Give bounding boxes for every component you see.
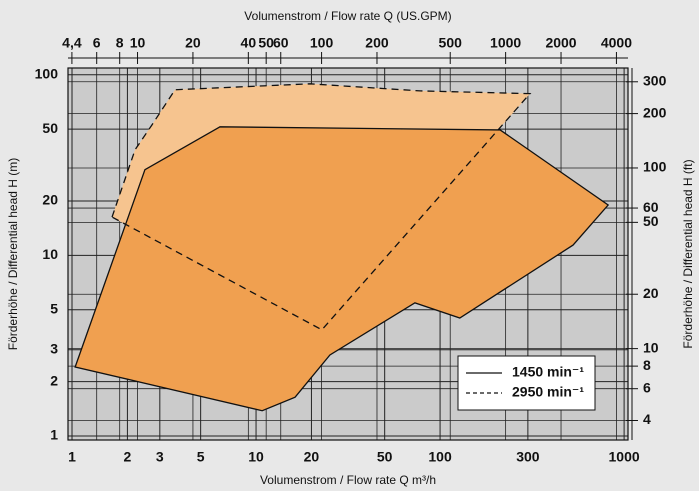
y-tick-label: 10 — [42, 246, 58, 262]
y2-tick-label: 100 — [643, 159, 667, 175]
x-tick-label: 1000 — [609, 449, 640, 465]
region-outline — [111, 83, 532, 331]
plot-frame — [67, 67, 629, 441]
x-tick-label: 20 — [304, 449, 320, 465]
x-tick-label: 10 — [248, 449, 264, 465]
y-tick-label: 20 — [42, 192, 58, 208]
x2-axis-label: Volumenstrom / Flow rate Q (US.GPM) — [244, 9, 451, 23]
y2-tick-label: 50 — [643, 213, 659, 229]
x2-tick-label: 4,4 — [62, 35, 82, 51]
y2-tick-label: 6 — [643, 379, 651, 395]
y2-tick-label: 60 — [643, 199, 659, 215]
x-tick-label: 300 — [516, 449, 540, 465]
y-tick-label: 5 — [50, 300, 58, 316]
x-tick-label: 1 — [68, 449, 76, 465]
y-tick-label: 50 — [42, 120, 58, 136]
y-tick-label: 3 — [50, 341, 58, 357]
y-axis-label: Förderhöhe / Differential head H (m) — [6, 158, 20, 351]
region-fill — [75, 126, 609, 411]
y2-tick-label: 300 — [643, 72, 667, 88]
x-tick-label: 2 — [124, 449, 132, 465]
x2-tick-label: 60 — [273, 35, 289, 51]
x2-tick-label: 500 — [439, 35, 463, 51]
x-tick-label: 100 — [428, 449, 452, 465]
y2-tick-label: 8 — [643, 357, 651, 373]
y-tick-label: 1 — [50, 427, 58, 443]
y2-tick-label: 10 — [643, 339, 659, 355]
x2-tick-label: 4000 — [601, 35, 632, 51]
x2-tick-label: 50 — [258, 35, 274, 51]
y2-tick-label: 4 — [643, 411, 651, 427]
x2-tick-label: 10 — [130, 35, 146, 51]
region-outline — [74, 126, 610, 412]
legend-box — [457, 355, 596, 411]
legend-label: 1450 min⁻¹ — [512, 364, 584, 380]
y2-axis-label: Förderhöhe / Differential head H (ft) — [681, 159, 695, 348]
x2-tick-label: 1000 — [490, 35, 521, 51]
x-axis-label: Volumenstrom / Flow rate Q m³/h — [260, 473, 436, 487]
y-tick-label: 2 — [50, 372, 58, 388]
x2-tick-label: 200 — [365, 35, 389, 51]
x2-tick-label: 20 — [185, 35, 201, 51]
x2-tick-label: 8 — [116, 35, 124, 51]
x2-tick-label: 6 — [93, 35, 101, 51]
y-tick-label: 100 — [35, 65, 59, 81]
x-tick-label: 3 — [156, 449, 164, 465]
y2-tick-label: 200 — [643, 104, 667, 120]
x2-tick-label: 2000 — [545, 35, 576, 51]
y2-tick-label: 20 — [643, 285, 659, 301]
x2-tick-label: 100 — [310, 35, 334, 51]
x2-tick-label: 40 — [241, 35, 257, 51]
x-tick-label: 50 — [377, 449, 393, 465]
x-tick-label: 5 — [197, 449, 205, 465]
legend-label: 2950 min⁻¹ — [512, 384, 584, 400]
